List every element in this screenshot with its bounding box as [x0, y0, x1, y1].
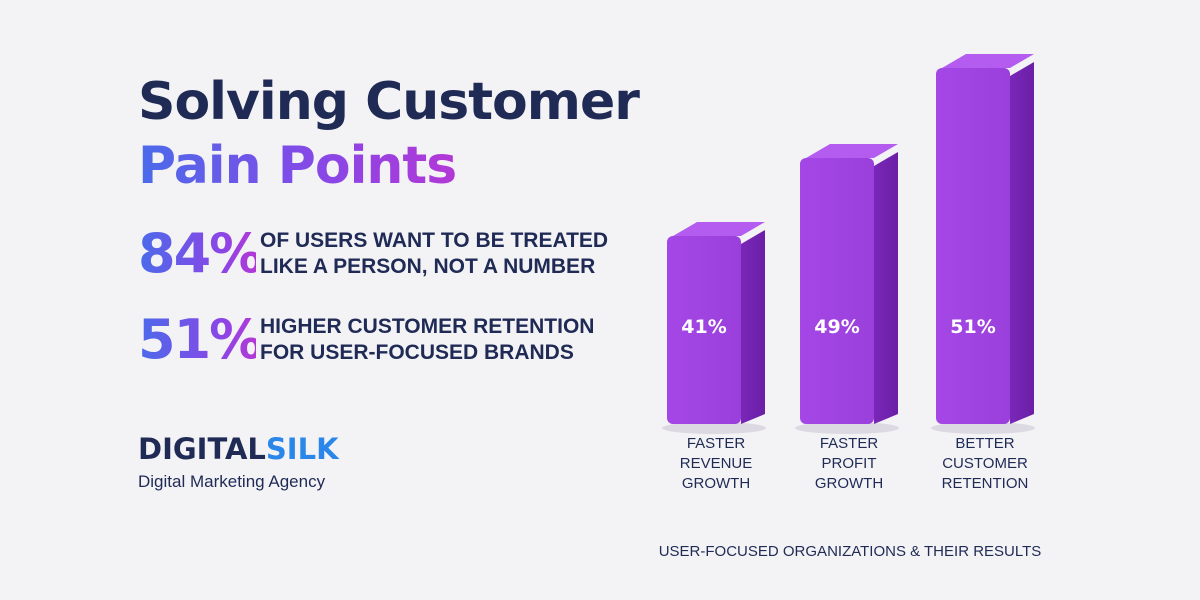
category-label: GROWTH [815, 475, 883, 492]
category-label: GROWTH [682, 475, 750, 492]
bar: 49% [795, 144, 899, 434]
stat-desc-line: OF USERS WANT TO BE TREATED [260, 228, 609, 252]
bar-shadow [662, 422, 766, 434]
stat-desc-line: FOR USER-FOCUSED BRANDS [260, 340, 574, 364]
bar-value-label: 41% [681, 316, 726, 338]
title-line-1: Solving Customer [138, 72, 640, 132]
logo-silk: SILK [265, 432, 339, 466]
category-label: FASTER [687, 435, 746, 452]
stat-retention: 51% HIGHER CUSTOMER RETENTION FOR USER-F… [138, 308, 594, 371]
stat-description: HIGHER CUSTOMER RETENTION FOR USER-FOCUS… [260, 314, 594, 366]
bar: 51% [931, 54, 1035, 434]
category-label: PROFIT [822, 455, 877, 472]
bar-side [741, 230, 765, 424]
bar-front [936, 68, 1010, 424]
bar-shadow [931, 422, 1035, 434]
logo-digital: DIGITAL [138, 432, 266, 466]
bar-top [942, 54, 1034, 68]
bar-front [667, 236, 741, 424]
bar-value-label: 51% [950, 316, 995, 338]
bar: 41% [662, 222, 766, 434]
category-label: REVENUE [680, 455, 753, 472]
bar-top [673, 222, 765, 236]
bar-side [874, 152, 898, 424]
category-label: BETTER [955, 435, 1014, 452]
stat-value: 51% [138, 308, 263, 371]
stat-desc-line: HIGHER CUSTOMER RETENTION [260, 314, 595, 338]
stat-description: OF USERS WANT TO BE TREATED LIKE A PERSO… [260, 228, 608, 280]
brand-logo: DIGITALSILK Digital Marketing Agency [138, 432, 339, 492]
bar-top [806, 144, 898, 158]
category-label: FASTER [820, 435, 879, 452]
stat-desc-line: LIKE A PERSON, NOT A NUMBER [260, 254, 596, 278]
stat-users: 84% OF USERS WANT TO BE TREATED LIKE A P… [138, 222, 608, 285]
bar-value-label: 49% [814, 316, 859, 338]
page-title: Solving Customer Pain Points [138, 70, 640, 198]
category-label: RETENTION [942, 475, 1029, 492]
title-line-2: Pain Points [138, 136, 457, 196]
logo-wordmark: DIGITALSILK [138, 432, 339, 466]
bar-side [1010, 62, 1034, 424]
logo-tagline: Digital Marketing Agency [138, 472, 326, 491]
chart-caption: USER-FOCUSED ORGANIZATIONS & THEIR RESUL… [658, 543, 1042, 560]
category-label: CUSTOMER [942, 455, 1028, 472]
bar-front [800, 158, 874, 424]
bar-shadow [795, 422, 899, 434]
stat-value: 84% [138, 222, 263, 285]
